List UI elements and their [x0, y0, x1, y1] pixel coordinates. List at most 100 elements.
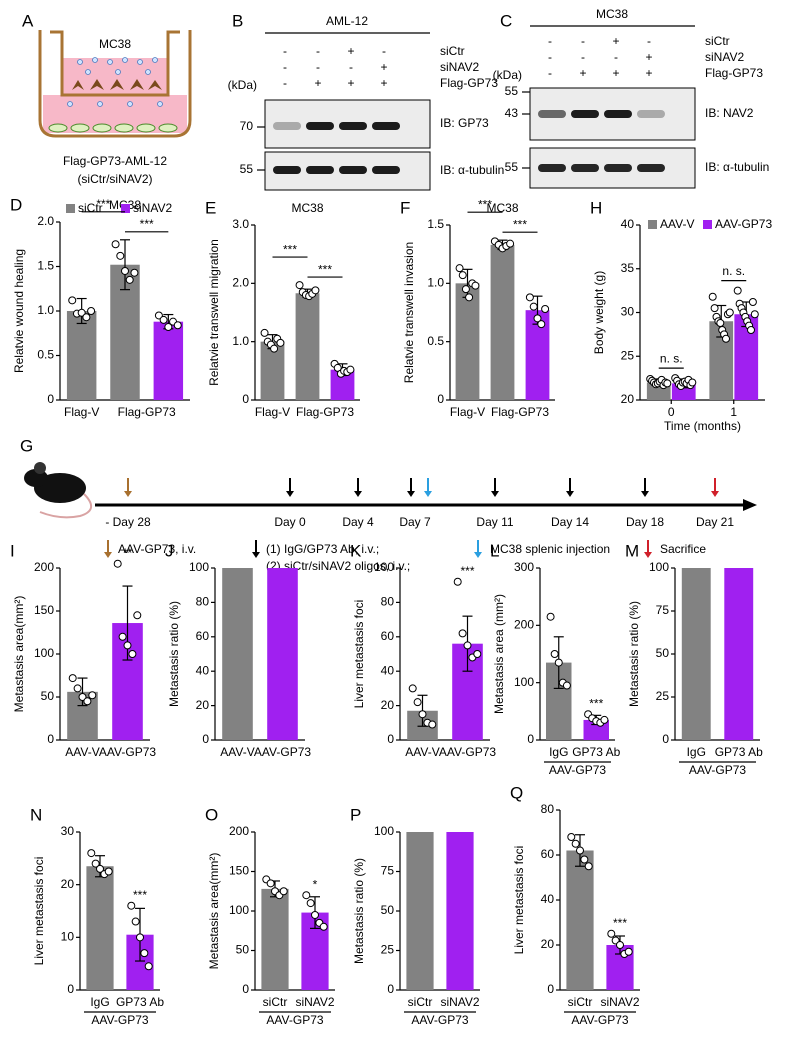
x-tick-label: GP73 Ab [116, 995, 164, 1009]
y-tick-label: 100 [229, 903, 249, 917]
sign: + [645, 66, 652, 80]
day-label: Day 11 [476, 515, 513, 529]
y-tick-label: 20 [196, 698, 210, 712]
y-tick-label: 150 [229, 864, 249, 878]
x-tick-label: Flag-V [64, 405, 99, 419]
arrow-head [286, 491, 294, 497]
y-tick-label: 100 [374, 824, 394, 838]
significance: *** [513, 217, 527, 231]
data-point [125, 275, 134, 284]
data-point [133, 611, 142, 620]
x-tick-label: Flag-GP73 [296, 405, 354, 419]
sign: - [581, 50, 585, 64]
y-tick-label: 50 [236, 943, 250, 957]
sign: - [614, 50, 618, 64]
group-label: AAV-GP73 [571, 1013, 628, 1027]
band [273, 166, 301, 174]
bar [295, 293, 320, 400]
sign: + [314, 76, 321, 90]
y-tick-label: 60 [541, 847, 555, 861]
data-point [453, 577, 462, 586]
x-tick-label: AAV-V [65, 745, 99, 759]
data-point [418, 710, 427, 719]
bar [566, 850, 594, 990]
data-point [616, 941, 624, 949]
arrow-head [407, 491, 415, 497]
band [538, 164, 566, 172]
x-tick-label: GP73 Ab [572, 745, 620, 759]
x-tick-label: AAV-GP73 [254, 745, 311, 759]
data-point [722, 334, 730, 343]
data-point [541, 305, 550, 313]
y-axis-label: Metastasis ratio (%) [352, 858, 366, 964]
significance: n. s. [722, 264, 745, 278]
data-point [584, 862, 593, 871]
y-tick-label: 35 [621, 261, 635, 275]
kda-marker: 43 [505, 106, 519, 120]
bar [66, 311, 97, 400]
band [306, 122, 334, 130]
bar [260, 341, 285, 400]
arrow-head [354, 491, 362, 497]
x-tick-label: 0 [668, 405, 675, 419]
significance: *** [283, 242, 297, 256]
band [604, 110, 632, 118]
data-point [580, 855, 589, 864]
y-tick-label: 50 [656, 646, 670, 660]
y-axis-label: Metastasis area (mm²) [492, 594, 506, 714]
bar [153, 321, 184, 400]
legend-text: AAV-GP73, i.v. [118, 542, 196, 556]
data-point [725, 308, 734, 317]
y-tick-label: 0 [527, 732, 534, 746]
bar [330, 369, 355, 400]
x-tick-label: AAV-GP73 [439, 745, 496, 759]
y-tick-label: 100 [374, 560, 394, 574]
sign: - [349, 60, 353, 74]
data-point [279, 887, 288, 896]
caption: (siCtr/siNAV2) [77, 172, 152, 186]
y-tick-label: 0 [202, 732, 209, 746]
day-label: Day 4 [342, 515, 374, 529]
data-point [270, 344, 279, 353]
data-point [123, 641, 132, 650]
bar [490, 244, 515, 400]
panel-letter: H [590, 198, 602, 217]
data-point [266, 879, 275, 888]
day-label: Day 0 [274, 515, 306, 529]
data-point [306, 899, 315, 908]
y-tick-label: 20 [621, 392, 635, 406]
data-point [311, 286, 320, 295]
y-tick-label: 100 [34, 646, 54, 660]
data-point [83, 697, 92, 706]
x-tick-label: 1 [730, 405, 737, 419]
y-tick-label: 0 [47, 392, 54, 406]
data-point [562, 681, 571, 690]
arrow-head [491, 491, 499, 497]
y-tick-label: 0 [242, 982, 249, 996]
bar [525, 310, 550, 400]
condition-label: Flag-GP73 [705, 66, 763, 80]
data-point [455, 264, 464, 273]
x-tick-label: Flag-V [450, 405, 485, 419]
transwell-drawing [38, 30, 192, 138]
data-point [733, 286, 742, 295]
bar [455, 283, 480, 400]
data-point [461, 285, 470, 294]
panel-letter: O [205, 805, 218, 824]
y-tick-label: 40 [541, 892, 555, 906]
condition-label: siCtr [440, 44, 465, 58]
arrow-head [566, 491, 574, 497]
data-point [87, 307, 96, 315]
panel-letter: J [165, 541, 174, 560]
day-label: Day 14 [551, 515, 589, 529]
kda: (kDa) [493, 68, 522, 82]
x-tick-label: siCtr [408, 995, 433, 1009]
bar [681, 568, 711, 740]
data-point [295, 281, 304, 290]
sign: - [316, 44, 320, 58]
data-point [428, 720, 437, 729]
sign: + [612, 66, 619, 80]
significance: ** [123, 546, 133, 560]
legend-label: AAV-V [660, 217, 694, 231]
data-point [311, 910, 319, 919]
